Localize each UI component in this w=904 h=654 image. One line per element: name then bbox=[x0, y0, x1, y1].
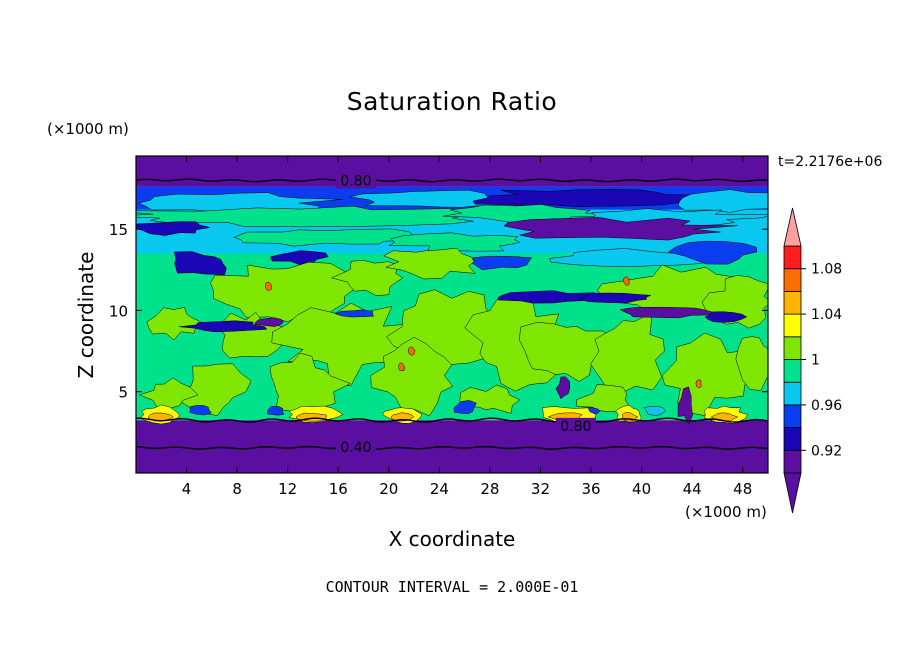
chart-title: Saturation Ratio bbox=[346, 87, 558, 116]
x-tick-label: 32 bbox=[531, 480, 550, 498]
colorbar-segment bbox=[783, 313, 802, 338]
colorbar-segment bbox=[783, 245, 802, 270]
field-blob bbox=[330, 260, 404, 296]
field-blob bbox=[390, 412, 415, 422]
field-blob bbox=[147, 412, 174, 422]
field-blob bbox=[497, 290, 603, 304]
field-blob bbox=[173, 251, 227, 276]
colorbar-over-arrow bbox=[783, 207, 802, 247]
field-blob bbox=[704, 311, 748, 323]
field-blob bbox=[695, 379, 702, 388]
contour-interval-note: CONTOUR INTERVAL = 2.000E-01 bbox=[325, 578, 579, 596]
x-tick-label: 28 bbox=[480, 480, 499, 498]
contour-label-bg bbox=[555, 417, 596, 434]
x-axis-label: X coordinate bbox=[388, 527, 516, 551]
contour-label-bg bbox=[335, 438, 376, 455]
field-band bbox=[136, 156, 768, 187]
colorbar-segment bbox=[783, 359, 802, 383]
x-axis: 4 8 12 16 20 24 28 32 36 40 44 48 bbox=[182, 156, 752, 498]
field-blob bbox=[453, 400, 477, 415]
y-tick-label: 10 bbox=[109, 302, 128, 320]
y-axis: 5 10 15 bbox=[109, 221, 768, 402]
field-blob bbox=[179, 320, 268, 333]
contour-label: 0.80 bbox=[340, 173, 371, 189]
field-blob bbox=[189, 405, 212, 416]
contour-field bbox=[136, 156, 768, 473]
contour-label: 0.40 bbox=[340, 440, 371, 456]
x-tick-label: 16 bbox=[329, 480, 348, 498]
field-blob bbox=[388, 232, 521, 252]
x-tick-label: 4 bbox=[182, 480, 192, 498]
x-tick-label: 12 bbox=[278, 480, 297, 498]
field-blob bbox=[334, 309, 374, 318]
x-tick-label: 20 bbox=[379, 480, 398, 498]
colorbar-segment bbox=[783, 336, 802, 360]
field-blob bbox=[136, 221, 211, 236]
field-blob bbox=[735, 336, 768, 391]
contour-label: 0.80 bbox=[560, 419, 591, 435]
field-blob bbox=[265, 281, 272, 292]
field-blob bbox=[619, 306, 717, 319]
field-blob bbox=[555, 376, 570, 400]
colorbar-segment bbox=[783, 449, 802, 474]
x-axis-unit: (×1000 m) bbox=[685, 503, 767, 521]
contour-line bbox=[136, 445, 768, 450]
x-tick-label: 8 bbox=[232, 480, 242, 498]
field-blob bbox=[519, 322, 613, 382]
colorbar-tick-label: 1.04 bbox=[811, 307, 842, 323]
colorbar-segment bbox=[783, 404, 802, 428]
x-tick-label: 40 bbox=[632, 480, 651, 498]
field-blob bbox=[643, 405, 667, 416]
field-blob bbox=[577, 292, 651, 304]
contour-line bbox=[136, 178, 768, 183]
field-blob bbox=[138, 377, 199, 414]
field-blob bbox=[667, 240, 758, 265]
contour-lines bbox=[136, 178, 768, 450]
contour-line bbox=[136, 417, 768, 423]
colorbar-tick-label: 0.96 bbox=[811, 398, 842, 414]
field-band bbox=[136, 420, 768, 473]
colorbar-tick-label: 1 bbox=[811, 353, 820, 369]
field-blob bbox=[136, 205, 477, 228]
field-blob bbox=[677, 189, 768, 213]
field-blob bbox=[233, 228, 422, 247]
field-blob bbox=[398, 362, 405, 372]
colorbar-segment bbox=[783, 427, 802, 451]
x-tick-label: 36 bbox=[581, 480, 600, 498]
x-tick-label: 48 bbox=[733, 480, 752, 498]
field-blob bbox=[370, 336, 454, 417]
colorbar-segment bbox=[783, 381, 802, 406]
field-blob bbox=[267, 405, 285, 416]
field-blob bbox=[549, 248, 713, 268]
y-tick-label: 5 bbox=[118, 384, 128, 402]
colorbar-under-arrow bbox=[783, 472, 802, 514]
x-tick-label: 44 bbox=[683, 480, 702, 498]
colorbar-segment bbox=[783, 290, 802, 315]
colorbar: 0.92 0.96 1 1.04 1.08 bbox=[783, 207, 842, 514]
field-blob bbox=[253, 317, 284, 327]
plot-frame bbox=[135, 155, 769, 474]
y-axis-unit: (×1000 m) bbox=[47, 120, 129, 138]
field-blob bbox=[622, 276, 630, 286]
field-blob bbox=[383, 247, 476, 280]
field-blob bbox=[503, 217, 738, 241]
time-label: t=2.2176e+06 bbox=[778, 154, 883, 170]
colorbar-tick-label: 1.08 bbox=[811, 262, 842, 278]
field-blob bbox=[472, 189, 722, 207]
contour-labels: 0.80 0.80 0.40 bbox=[335, 172, 596, 456]
colorbar-tick-label: 0.92 bbox=[811, 443, 842, 459]
contour-label-bg bbox=[335, 172, 376, 189]
field-blob bbox=[407, 346, 416, 356]
field-blob bbox=[146, 307, 202, 341]
x-tick-label: 24 bbox=[430, 480, 449, 498]
colorbar-segment bbox=[783, 268, 802, 292]
y-axis-label: Z coordinate bbox=[74, 252, 98, 379]
y-tick-label: 15 bbox=[109, 221, 128, 239]
field-blob bbox=[271, 302, 428, 387]
